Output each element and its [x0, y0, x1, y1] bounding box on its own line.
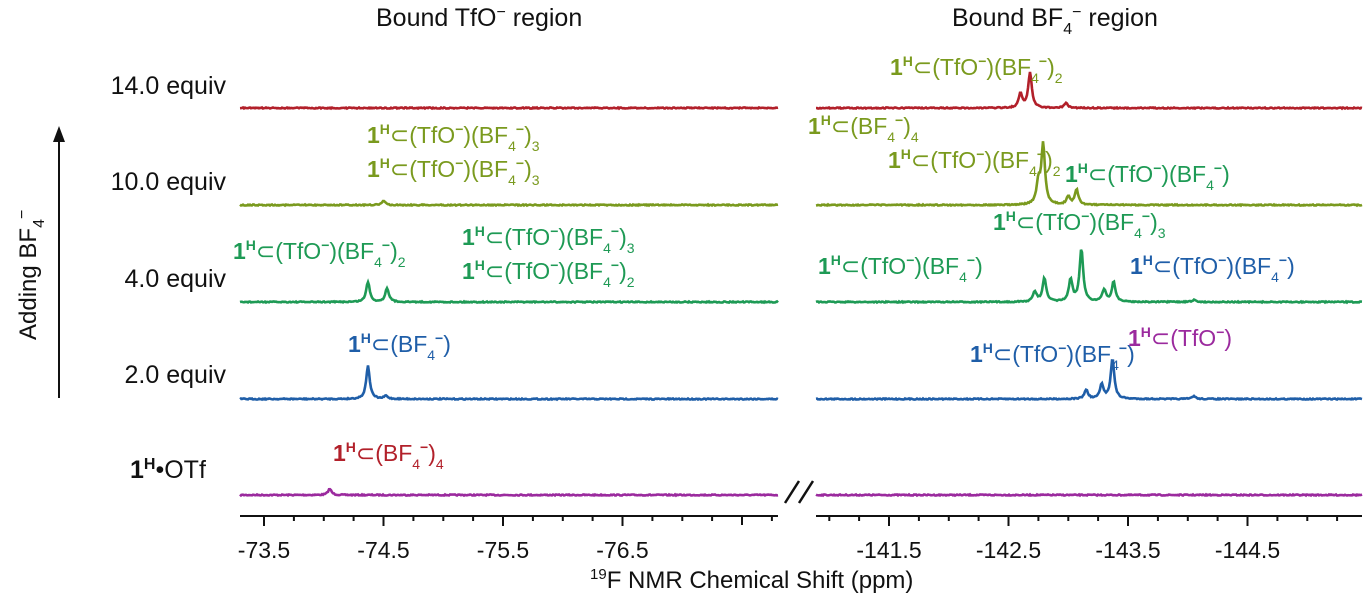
x-axis-title: 19F NMR Chemical Shift (ppm)	[590, 566, 913, 594]
peak-annotation: 1H⊂(TfO−)(BF4−)3	[993, 208, 1166, 241]
peak-annotation: 1H⊂(TfO−)(BF4−)2	[888, 146, 1061, 179]
row-label: 14.0 equiv	[111, 72, 227, 100]
axis-break-mark	[783, 480, 801, 504]
x-tick-label: -142.5	[976, 537, 1041, 563]
row-label: 1H•OTf	[130, 456, 206, 484]
peak-annotation: 1H⊂(TfO−)(BF4−)3	[367, 121, 540, 154]
peak-annotation: 1H⊂(TfO−)(BF4−)3	[367, 155, 540, 188]
spectrum-line-series-4-panel-0	[239, 105, 779, 111]
spectrum-line-series-2-panel-1	[815, 249, 1363, 305]
spectrum-line-series-0-panel-1	[815, 492, 1363, 498]
x-tick-label: -73.5	[238, 537, 290, 563]
x-tick-label: -76.5	[596, 537, 648, 563]
spectrum-0	[239, 487, 1363, 498]
row-label: 2.0 equiv	[125, 361, 227, 389]
peak-annotation: 1H⊂(TfO−)	[1128, 324, 1232, 351]
peak-annotations: 1H⊂(BF4−)41H⊂(TfO−)(BF4−)21H⊂(TfO−)(BF4−…	[233, 53, 1295, 472]
y-axis-title: Adding BF4−	[14, 210, 48, 340]
peak-annotation: 1H⊂(BF4−)4	[333, 439, 444, 472]
peak-annotation: 1H⊂(TfO−)(BF4−)2	[462, 257, 635, 290]
spectrum-line-series-1-panel-1	[815, 359, 1363, 402]
spectrum-line-series-3-panel-1	[815, 141, 1363, 208]
spectrum-4	[239, 71, 1363, 111]
peak-annotation: 1H⊂(TfO−)(BF4−)	[818, 252, 983, 285]
peak-annotation: 1H⊂(BF4−)4	[808, 112, 919, 145]
peak-annotation: 1H⊂(BF4−)	[348, 330, 451, 363]
x-axis: -73.5 -74.5 -75.5 -76.5 -141.5 -142.5 -143.5 -1…	[238, 480, 1362, 594]
region-title: Bound BF4− region	[952, 4, 1158, 38]
peak-annotation: 1H⊂(TfO−)(BF4−)2	[233, 237, 406, 270]
x-tick-label: -75.5	[477, 537, 529, 563]
x-tick-label: -144.5	[1215, 537, 1280, 563]
x-tick-label: -143.5	[1095, 537, 1160, 563]
spectrum-line-series-3-panel-0	[239, 199, 779, 208]
y-axis-label: Adding BF4−	[14, 210, 48, 340]
spectrum-1	[239, 359, 1363, 402]
spectrum-line-series-4-panel-1	[816, 71, 1363, 111]
peak-annotation: 1H⊂(TfO−)(BF4−)2	[890, 53, 1063, 86]
spectrum-line-series-2-panel-0	[239, 278, 779, 305]
axis-break-mark	[797, 480, 815, 504]
row-label: 10.0 equiv	[111, 168, 227, 196]
spectrum-line-series-0-panel-0	[239, 487, 779, 498]
spectra-layer	[239, 71, 1363, 498]
peak-annotation: 1H⊂(TfO−)(BF4−)	[1130, 252, 1295, 285]
peak-annotation: 1H⊂(TfO−)(BF4−)3	[462, 223, 635, 256]
y-axis-arrow-head	[53, 126, 65, 142]
region-title: Bound TfO− region	[376, 4, 582, 32]
row-label: 4.0 equiv	[125, 265, 227, 293]
peak-annotation: 1H⊂(TfO−)(BF4−)	[970, 340, 1135, 373]
x-tick-label: -141.5	[856, 537, 921, 563]
spectrum-3	[239, 141, 1363, 208]
x-tick-label: -74.5	[357, 537, 409, 563]
label-layer: 1H•OTf 2.0 equiv 4.0 equiv 10.0 equiv 14.0 e…	[14, 4, 1158, 484]
peak-annotation: 1H⊂(TfO−)(BF4−)	[1065, 160, 1230, 193]
spectrum-2	[239, 249, 1363, 305]
spectrum-line-series-1-panel-0	[239, 365, 779, 402]
